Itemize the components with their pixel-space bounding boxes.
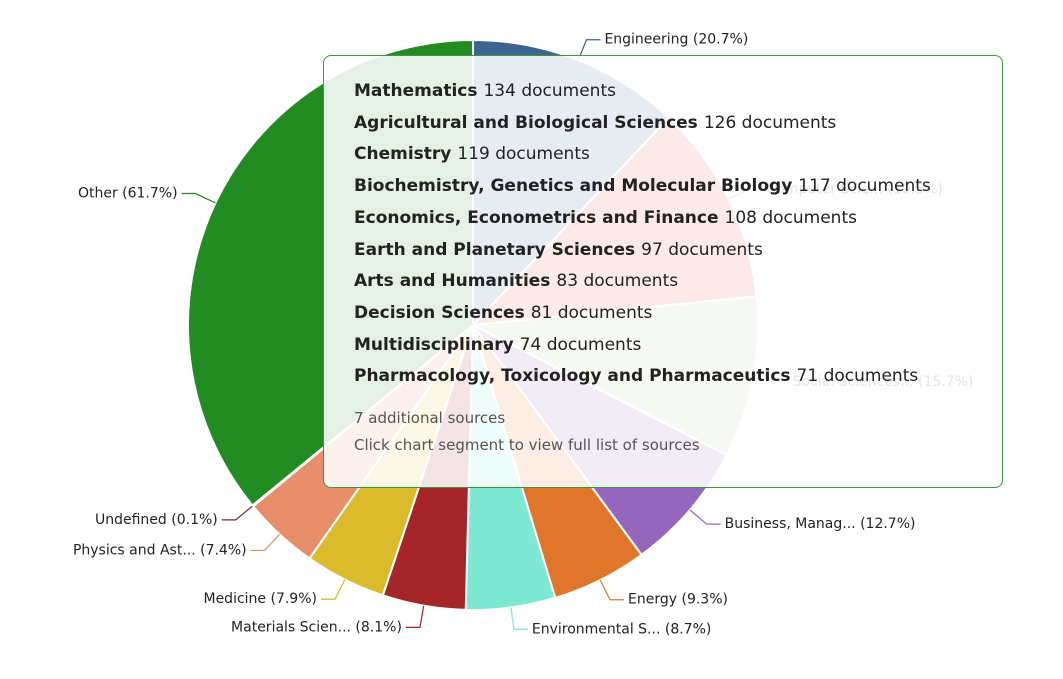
source-count: 108 documents	[724, 207, 857, 228]
source-count: 126 documents	[703, 112, 837, 133]
source-name: Economics, Econometrics and Finance	[354, 207, 719, 228]
tooltip-row: Biochemistry, Genetics and Molecular Bio…	[354, 171, 1002, 203]
slice-label: Undefined (0.1%)	[95, 512, 218, 528]
leader-line	[689, 509, 721, 525]
tooltip-row: Arts and Humanities 83 documents	[354, 266, 1002, 298]
slice-label: Engineering (20.7%)	[604, 32, 748, 48]
tooltip-row: Chemistry 119 documents	[354, 139, 1002, 171]
slice-label: Medicine (7.9%)	[203, 591, 316, 607]
source-name: Mathematics	[354, 81, 478, 101]
source-name: Arts and Humanities	[354, 271, 551, 292]
tooltip-hint: Click chart segment to view full list of…	[354, 436, 700, 455]
tooltip-row: Mathematics 134 documents	[354, 76, 1002, 108]
leader-line	[181, 192, 216, 204]
source-name: Decision Sciences	[354, 302, 525, 323]
source-name: Pharmacology, Toxicology and Pharmaceuti…	[354, 366, 791, 387]
leader-line	[599, 579, 625, 601]
source-name: Agricultural and Biological Sciences	[354, 112, 698, 133]
slice-label: Business, Manag... (12.7%)	[725, 516, 916, 532]
leader-line	[577, 39, 601, 61]
leader-line	[221, 505, 254, 521]
source-name: Biochemistry, Genetics and Molecular Bio…	[354, 176, 793, 197]
tooltip-row: Multidisciplinary 74 documents	[354, 330, 1002, 362]
leader-line	[250, 533, 280, 552]
source-count: 119 documents	[457, 144, 590, 165]
source-count: 83 documents	[556, 271, 679, 292]
source-count: 134 documents	[483, 81, 616, 101]
leader-line	[510, 607, 528, 630]
tooltip-row: Economics, Econometrics and Finance 108 d…	[354, 203, 1002, 235]
leader-line	[320, 579, 346, 600]
source-name: Chemistry	[354, 144, 452, 165]
source-count: 74 documents	[519, 334, 642, 355]
source-name: Multidisciplinary	[354, 334, 514, 355]
tooltip-row: Agricultural and Biological Sciences 126 …	[354, 108, 1002, 140]
tooltip-row: Pharmacology, Toxicology and Pharmaceuti…	[354, 361, 1002, 393]
tooltip: Mathematics 134 documents Agricultural and…	[323, 55, 1003, 488]
tooltip-list: Mathematics 134 documents Agricultural and…	[354, 76, 1002, 393]
slice-label: Physics and Ast... (7.4%)	[73, 542, 247, 558]
tooltip-row: Earth and Planetary Sciences 97 documents	[354, 235, 1002, 267]
leader-line	[405, 605, 425, 628]
source-count: 97 documents	[641, 239, 763, 260]
source-count: 117 documents	[798, 176, 931, 197]
slice-label: Other (61.7%)	[78, 186, 178, 202]
source-count: 81 documents	[530, 302, 653, 323]
tooltip-row: Decision Sciences 81 documents	[354, 298, 1002, 330]
source-name: Earth and Planetary Sciences	[354, 239, 636, 260]
slice-label: Environmental S... (8.7%)	[532, 621, 712, 637]
source-count: 71 documents	[796, 366, 919, 387]
slice-label: Materials Scien... (8.1%)	[231, 619, 402, 635]
tooltip-more: 7 additional sources	[354, 409, 506, 428]
slice-label: Energy (9.3%)	[628, 592, 728, 608]
